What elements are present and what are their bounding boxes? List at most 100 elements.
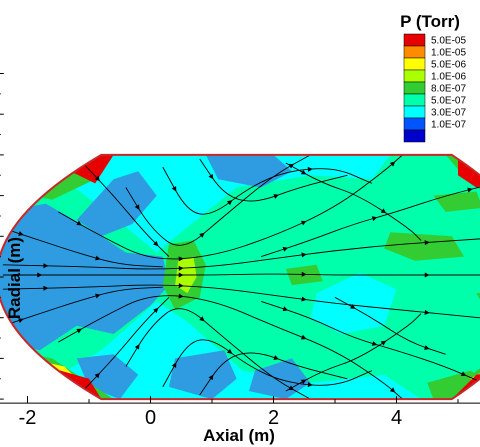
legend-swatch [403,93,426,107]
streamline-arrow [300,220,307,226]
streamline [58,154,403,260]
legend-swatch [403,117,426,131]
streamline-arrow [301,252,307,258]
streamline [285,313,422,392]
streamline [261,300,480,384]
streamline-arrow [301,334,307,340]
colorbar-title: P (Torr) [400,12,460,31]
y-axis-title: Radial (m) [5,237,24,319]
streamline-arrow [460,371,467,376]
streamline-arrow [273,355,279,360]
streamline-arrow [371,216,378,222]
streamline-arrow [43,263,49,269]
streamline-arrow [424,309,430,315]
legend-label: 1.0E-07 [431,120,466,131]
legend-label: 5.0E-06 [431,60,466,71]
streamline-arrow [43,285,49,291]
streamline-arrow [226,200,233,206]
streamline [2,273,480,276]
streamline [82,297,170,392]
contour-regions [0,154,480,400]
streamline [125,154,311,246]
legend-label: 5.0E-05 [431,36,466,47]
streamline-arrow [282,306,289,312]
streamline-arrow [424,345,430,350]
streamline-arrow [76,220,82,226]
streamline-arrow [171,186,177,192]
legend-label: 1.0E-05 [431,48,466,59]
streamline [2,235,480,270]
streamline-arrow [389,387,396,393]
streamline [2,286,163,327]
streamline-arrow [178,272,184,278]
streamline-arrow [300,169,307,175]
streamline-arrow [467,187,473,193]
streamline-arrow [380,340,387,346]
legend-swatch [403,105,426,119]
streamline [285,162,422,241]
streamline-arrow [424,272,430,278]
streamline-arrow [94,175,100,182]
x-tick-label: -2 [19,407,37,429]
streamline-arrow [134,344,140,350]
region-right-green-1 [433,191,480,212]
streamline [261,182,480,258]
streamline-arrow [307,166,313,172]
streamline-arrow [208,173,214,180]
region-lower-wedge-cyan [46,301,422,400]
streamline-arrow [37,272,43,278]
legend-swatch [403,45,426,59]
streamlines [2,154,480,400]
streamline-arrow [380,208,387,214]
streamline-arrow [300,379,307,385]
streamline [82,162,170,257]
x-tick-label: 0 [145,407,156,429]
streamline-arrow [226,348,233,354]
streamline-arrow [199,316,205,322]
streamline-arrow [208,374,214,381]
streamline-arrow [153,240,159,247]
region-upper-left-blue [76,171,157,237]
streamline [2,284,480,323]
legend-label: 3.0E-07 [431,108,466,119]
streamline [58,295,403,400]
region-right-cyan-patch [310,272,397,334]
legend-label: 5.0E-07 [431,96,466,107]
streamline-arrow [273,194,279,199]
region-upper-left-corner-red [70,154,114,184]
streamline-arrow [371,341,378,346]
streamline-arrow [18,318,24,323]
x-tick-label: 2 [268,407,279,429]
streamline-arrow [171,362,177,368]
streamline-arrow [95,293,101,299]
streamline-arrow [178,293,184,299]
streamline-arrow [389,161,396,167]
streamline [2,227,163,268]
x-axis-title: Axial (m) [203,426,275,445]
streamline-arrow [18,231,24,236]
streamline-arrow [76,328,82,334]
streamline [199,352,348,396]
legend-label: 1.0E-06 [431,72,466,83]
legend-label: 8.0E-07 [431,84,466,95]
streamline-arrow [94,372,100,379]
streamline-arrow [350,304,356,309]
region-lower-blue-3 [248,358,311,400]
legend-swatch [403,69,426,83]
legend-swatch [403,57,426,71]
streamline [334,297,446,355]
streamline-arrow [178,256,184,262]
axes: -3-2-1012345-20246 [0,73,480,429]
streamline-arrow [301,271,307,277]
streamline [125,308,311,400]
streamline [199,158,348,202]
region-right-green-2 [384,232,465,261]
streamline-arrow [95,255,101,261]
streamline-arrow [199,232,205,238]
legend-swatch [403,129,426,143]
streamline-arrow [307,382,313,388]
streamline-arrow [178,265,184,271]
streamline-arrow [178,283,184,289]
streamline-arrow [424,240,430,246]
